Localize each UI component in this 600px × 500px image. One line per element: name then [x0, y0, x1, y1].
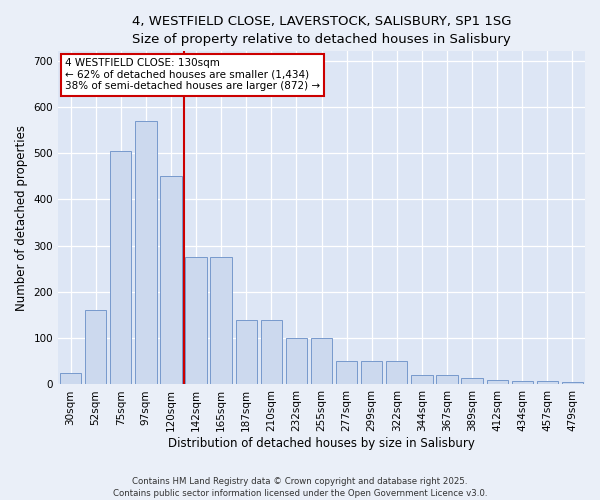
Bar — [135, 120, 157, 384]
Bar — [361, 362, 382, 384]
Bar — [85, 310, 106, 384]
Text: 4 WESTFIELD CLOSE: 130sqm
← 62% of detached houses are smaller (1,434)
38% of se: 4 WESTFIELD CLOSE: 130sqm ← 62% of detac… — [65, 58, 320, 92]
Bar — [436, 375, 458, 384]
X-axis label: Distribution of detached houses by size in Salisbury: Distribution of detached houses by size … — [168, 437, 475, 450]
Bar — [60, 373, 81, 384]
Title: 4, WESTFIELD CLOSE, LAVERSTOCK, SALISBURY, SP1 1SG
Size of property relative to : 4, WESTFIELD CLOSE, LAVERSTOCK, SALISBUR… — [132, 15, 511, 46]
Bar — [110, 151, 131, 384]
Bar — [411, 375, 433, 384]
Bar — [286, 338, 307, 384]
Bar — [487, 380, 508, 384]
Bar — [562, 382, 583, 384]
Bar — [311, 338, 332, 384]
Bar — [260, 320, 282, 384]
Bar — [160, 176, 182, 384]
Bar — [211, 257, 232, 384]
Bar — [536, 381, 558, 384]
Bar — [336, 362, 357, 384]
Bar — [512, 381, 533, 384]
Bar — [386, 362, 407, 384]
Bar — [185, 257, 207, 384]
Bar — [461, 378, 483, 384]
Y-axis label: Number of detached properties: Number of detached properties — [15, 125, 28, 311]
Bar — [236, 320, 257, 384]
Text: Contains HM Land Registry data © Crown copyright and database right 2025.
Contai: Contains HM Land Registry data © Crown c… — [113, 476, 487, 498]
